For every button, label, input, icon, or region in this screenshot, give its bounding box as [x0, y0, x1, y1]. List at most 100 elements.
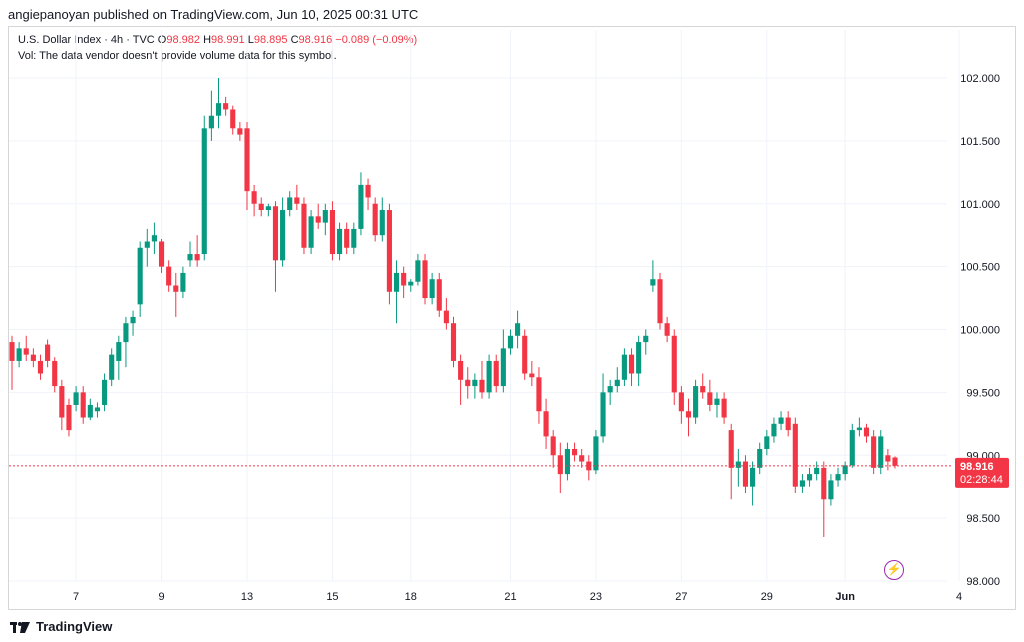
- candle[interactable]: [52, 357, 58, 393]
- candle[interactable]: [80, 386, 86, 424]
- candle[interactable]: [415, 254, 421, 286]
- lightning-icon[interactable]: ⚡: [884, 560, 904, 580]
- candle[interactable]: [707, 379, 713, 412]
- candle[interactable]: [23, 335, 29, 361]
- candle[interactable]: [657, 272, 663, 330]
- candle[interactable]: [386, 203, 392, 305]
- candle[interactable]: [372, 197, 378, 242]
- candle[interactable]: [486, 354, 492, 399]
- candle[interactable]: [280, 197, 286, 267]
- candle[interactable]: [771, 417, 777, 443]
- candle[interactable]: [344, 222, 350, 255]
- candle[interactable]: [9, 335, 15, 390]
- candle[interactable]: [799, 474, 805, 493]
- candle[interactable]: [564, 442, 570, 481]
- candle[interactable]: [600, 373, 606, 443]
- candle[interactable]: [208, 90, 214, 141]
- candle[interactable]: [892, 456, 898, 469]
- candle[interactable]: [714, 392, 720, 418]
- candle[interactable]: [30, 348, 36, 368]
- candle[interactable]: [863, 423, 870, 443]
- candle[interactable]: [315, 203, 321, 229]
- candle[interactable]: [429, 272, 435, 305]
- candle[interactable]: [735, 448, 741, 487]
- candle[interactable]: [871, 430, 877, 475]
- candle[interactable]: [842, 461, 848, 481]
- candle[interactable]: [109, 348, 115, 387]
- candle[interactable]: [685, 398, 692, 437]
- candle[interactable]: [728, 423, 734, 500]
- candle[interactable]: [493, 354, 499, 393]
- candle[interactable]: [116, 335, 122, 380]
- candle[interactable]: [821, 461, 827, 537]
- footer-brand[interactable]: TradingView: [36, 619, 113, 634]
- candle[interactable]: [621, 348, 627, 387]
- candle[interactable]: [87, 398, 93, 421]
- candle[interactable]: [358, 172, 364, 236]
- candle[interactable]: [750, 461, 756, 506]
- candle[interactable]: [764, 430, 770, 456]
- candle[interactable]: [365, 178, 371, 211]
- candle[interactable]: [265, 203, 271, 217]
- candle[interactable]: [472, 373, 478, 399]
- candle[interactable]: [230, 105, 236, 135]
- candle[interactable]: [450, 316, 457, 368]
- candle[interactable]: [742, 455, 749, 493]
- candle[interactable]: [579, 448, 585, 468]
- candle[interactable]: [94, 402, 101, 418]
- candle[interactable]: [322, 203, 328, 236]
- candle[interactable]: [614, 367, 620, 393]
- candle[interactable]: [173, 272, 179, 317]
- candle[interactable]: [586, 455, 592, 481]
- candle[interactable]: [664, 316, 670, 343]
- candle[interactable]: [678, 386, 684, 424]
- candle[interactable]: [856, 417, 862, 437]
- candle[interactable]: [515, 310, 521, 349]
- candle[interactable]: [287, 191, 293, 217]
- candle[interactable]: [878, 430, 884, 475]
- candle[interactable]: [244, 122, 250, 211]
- candle[interactable]: [151, 222, 157, 255]
- candle[interactable]: [237, 122, 243, 141]
- candle[interactable]: [408, 279, 414, 292]
- candle[interactable]: [529, 360, 535, 387]
- candle[interactable]: [792, 417, 798, 493]
- candle[interactable]: [130, 310, 136, 336]
- candle[interactable]: [465, 367, 471, 399]
- candle[interactable]: [329, 201, 336, 261]
- candle[interactable]: [757, 442, 763, 475]
- candle[interactable]: [700, 373, 706, 399]
- candle[interactable]: [636, 335, 642, 387]
- candle[interactable]: [187, 241, 193, 267]
- candle[interactable]: [59, 379, 65, 431]
- candle[interactable]: [45, 339, 51, 368]
- candle[interactable]: [628, 348, 635, 387]
- candle[interactable]: [166, 260, 172, 292]
- candle[interactable]: [543, 398, 549, 449]
- candle[interactable]: [301, 197, 307, 255]
- candle[interactable]: [201, 115, 207, 261]
- candle[interactable]: [458, 354, 464, 405]
- candle[interactable]: [401, 266, 407, 299]
- candle[interactable]: [593, 430, 599, 475]
- candle[interactable]: [671, 329, 677, 405]
- candle[interactable]: [337, 222, 343, 261]
- symbol-name[interactable]: U.S. Dollar Index · 4h · TVC: [18, 34, 155, 46]
- candle[interactable]: [721, 392, 727, 424]
- candle[interactable]: [693, 379, 699, 424]
- candle[interactable]: [522, 329, 528, 380]
- candle[interactable]: [422, 254, 428, 305]
- candle[interactable]: [885, 448, 891, 471]
- candle[interactable]: [778, 411, 784, 431]
- candle[interactable]: [102, 373, 108, 412]
- candle[interactable]: [650, 260, 656, 292]
- candle[interactable]: [258, 197, 264, 217]
- candle[interactable]: [785, 411, 791, 437]
- candle[interactable]: [66, 398, 72, 437]
- candle[interactable]: [571, 442, 578, 462]
- candle[interactable]: [194, 235, 200, 267]
- candle[interactable]: [436, 272, 442, 317]
- candle[interactable]: [814, 461, 820, 481]
- candle[interactable]: [500, 329, 506, 393]
